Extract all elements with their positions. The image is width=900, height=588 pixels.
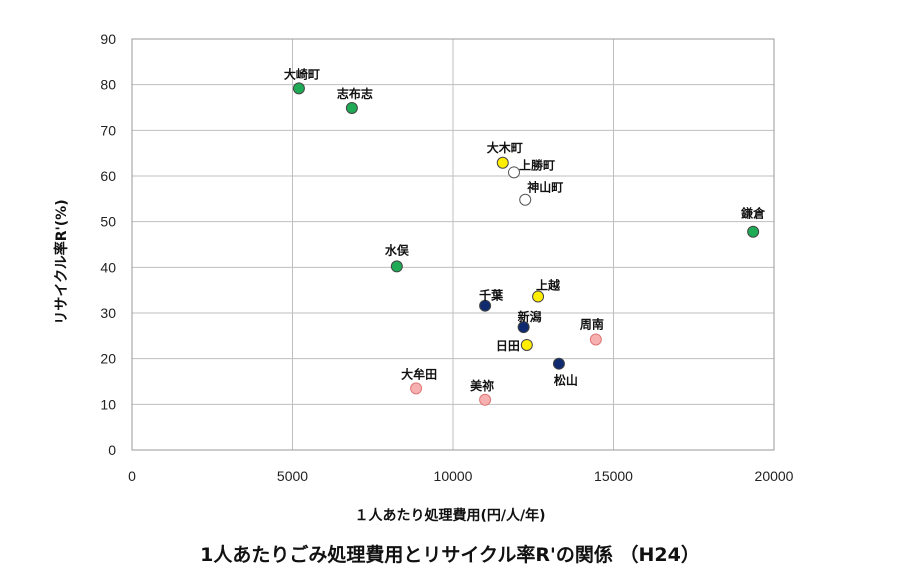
point-label: 神山町: [527, 180, 563, 195]
point-label: 大木町: [487, 140, 523, 155]
data-point: [390, 260, 403, 273]
point-label: 周南: [580, 316, 604, 331]
y-tick-label: 10: [100, 396, 116, 412]
point-label: 志布志: [337, 86, 373, 101]
point-label: 上勝町: [519, 157, 555, 172]
data-point: [747, 225, 760, 238]
data-point: [589, 333, 602, 346]
plot-area: [131, 38, 775, 451]
data-point: [520, 338, 533, 351]
point-label: 千葉: [479, 288, 504, 303]
y-axis-title: リサイクル率R'(%): [53, 199, 70, 324]
data-point: [496, 156, 509, 169]
point-label: 日田: [496, 339, 520, 353]
y-tick-label: 50: [100, 214, 116, 230]
point-label: 上越: [536, 278, 561, 293]
point-label: 大崎町: [284, 66, 320, 81]
x-axis-title: １人あたり処理費用(円/人/年): [354, 507, 545, 524]
data-point: [345, 101, 358, 114]
grid: [131, 38, 775, 451]
data-point: [552, 357, 565, 370]
x-tick-label: 20000: [755, 468, 794, 484]
y-tick-label: 30: [100, 305, 116, 321]
point-label: 大牟田: [401, 366, 437, 381]
data-point: [532, 290, 545, 303]
x-tick-label: 15000: [594, 468, 633, 484]
point-label: 松山: [554, 373, 578, 388]
y-tick-label: 40: [100, 259, 116, 275]
y-tick-label: 60: [100, 168, 116, 184]
data-point: [517, 321, 530, 334]
point-label: 水俣: [385, 242, 410, 257]
point-label: 美祢: [470, 378, 494, 393]
scatter-chart: 0 5000 10000 15000 20000 0 10 20 30 40 50 60 70 80 90…: [53, 31, 794, 524]
y-tick-labels: 0 10 20 30 40 50 60 70 80 90: [100, 31, 116, 458]
point-label: 新潟: [518, 309, 542, 324]
y-tick-label: 70: [100, 122, 116, 138]
data-point: [507, 166, 520, 179]
data-point: [519, 193, 532, 206]
x-tick-label: 5000: [277, 468, 308, 484]
chart-title: 1人あたりごみ処理費用とリサイクル率R'の関係 （H24）: [200, 544, 700, 566]
x-tick-label: 10000: [434, 468, 473, 484]
x-tick-labels: 0 5000 10000 15000 20000: [128, 468, 794, 484]
data-point: [479, 299, 492, 312]
y-tick-label: 20: [100, 351, 116, 367]
data-point: [292, 82, 305, 95]
data-point: [410, 382, 423, 395]
data-point: [479, 393, 492, 406]
y-tick-label: 80: [100, 77, 116, 93]
y-tick-label: 0: [108, 442, 116, 458]
point-label: 鎌倉: [740, 206, 766, 221]
y-tick-label: 90: [100, 31, 116, 47]
x-tick-label: 0: [128, 468, 136, 484]
